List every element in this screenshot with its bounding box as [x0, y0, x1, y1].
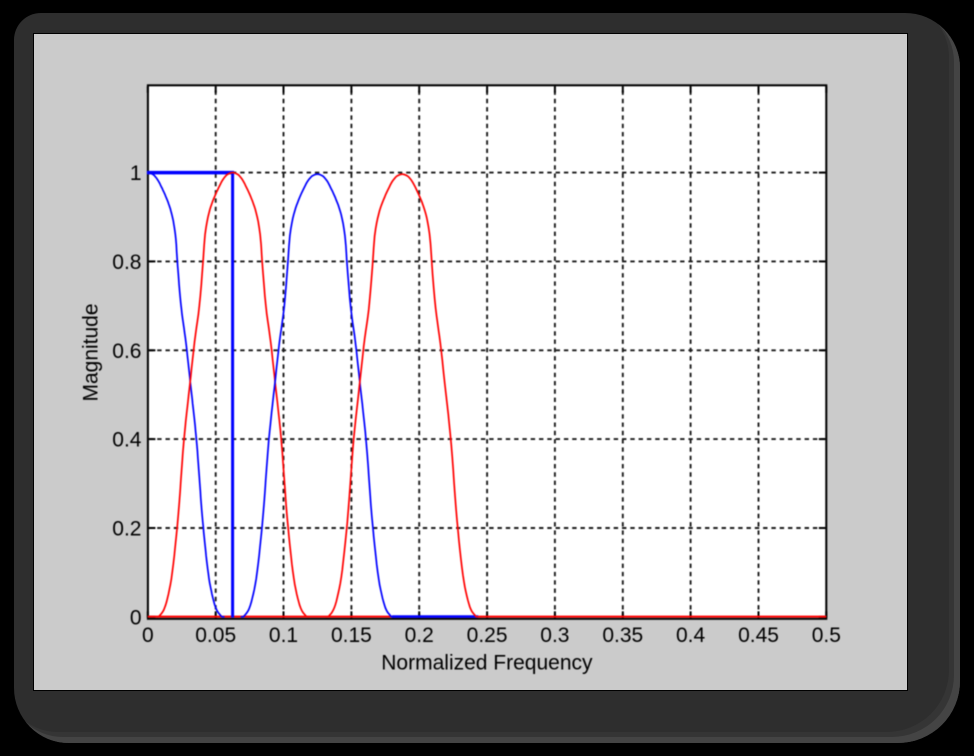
svg-text:0.2: 0.2: [112, 518, 141, 541]
svg-text:0: 0: [130, 606, 142, 629]
svg-text:0.35: 0.35: [602, 624, 643, 647]
svg-text:0.4: 0.4: [112, 429, 142, 452]
svg-text:0.4: 0.4: [676, 624, 706, 647]
svg-text:Magnitude: Magnitude: [80, 303, 103, 401]
svg-text:0.15: 0.15: [331, 624, 372, 647]
svg-text:0.1: 0.1: [269, 624, 298, 647]
svg-text:1: 1: [130, 162, 142, 185]
svg-text:0.45: 0.45: [738, 624, 779, 647]
svg-text:0.5: 0.5: [812, 624, 841, 647]
svg-text:0.25: 0.25: [467, 624, 508, 647]
svg-text:0.2: 0.2: [405, 624, 434, 647]
svg-text:0.3: 0.3: [540, 624, 569, 647]
svg-text:0.05: 0.05: [195, 624, 236, 647]
svg-text:0.8: 0.8: [112, 251, 141, 274]
svg-text:0.6: 0.6: [112, 340, 141, 363]
svg-text:0: 0: [142, 624, 154, 647]
svg-text:Normalized Frequency: Normalized Frequency: [381, 652, 593, 675]
